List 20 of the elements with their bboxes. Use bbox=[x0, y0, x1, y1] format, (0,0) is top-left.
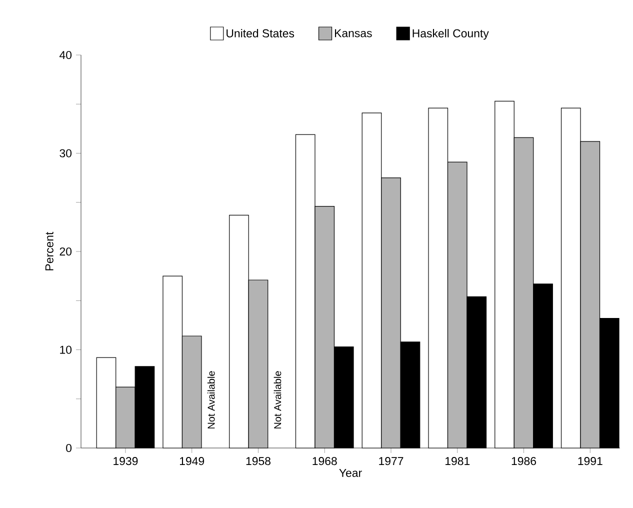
x-tick-label: 1949 bbox=[180, 457, 204, 466]
legend-label: Haskell County bbox=[412, 29, 489, 40]
annotation: Not Available bbox=[274, 371, 282, 428]
x-tick-label: 1981 bbox=[446, 457, 470, 466]
x-tick-label: 1968 bbox=[312, 457, 337, 466]
legend-label: United States bbox=[226, 29, 294, 38]
y-axis-title: Percent bbox=[45, 232, 54, 270]
y-tick-label: 30 bbox=[60, 149, 72, 158]
y-tick-label: 40 bbox=[60, 50, 72, 60]
annotation: Not Available bbox=[207, 371, 215, 428]
x-tick-label: 1939 bbox=[114, 457, 138, 466]
x-tick-label: 1958 bbox=[246, 457, 270, 466]
y-tick-label: 0 bbox=[66, 444, 72, 452]
x-tick-label: 1991 bbox=[578, 457, 602, 466]
y-tick-label: 20 bbox=[60, 247, 72, 256]
y-tick-label: 10 bbox=[60, 346, 72, 354]
x-tick-label: 1977 bbox=[379, 457, 404, 466]
x-axis-title: Year bbox=[339, 468, 362, 477]
legend-label: Kansas bbox=[335, 29, 372, 38]
x-tick-label: 1986 bbox=[512, 457, 536, 466]
